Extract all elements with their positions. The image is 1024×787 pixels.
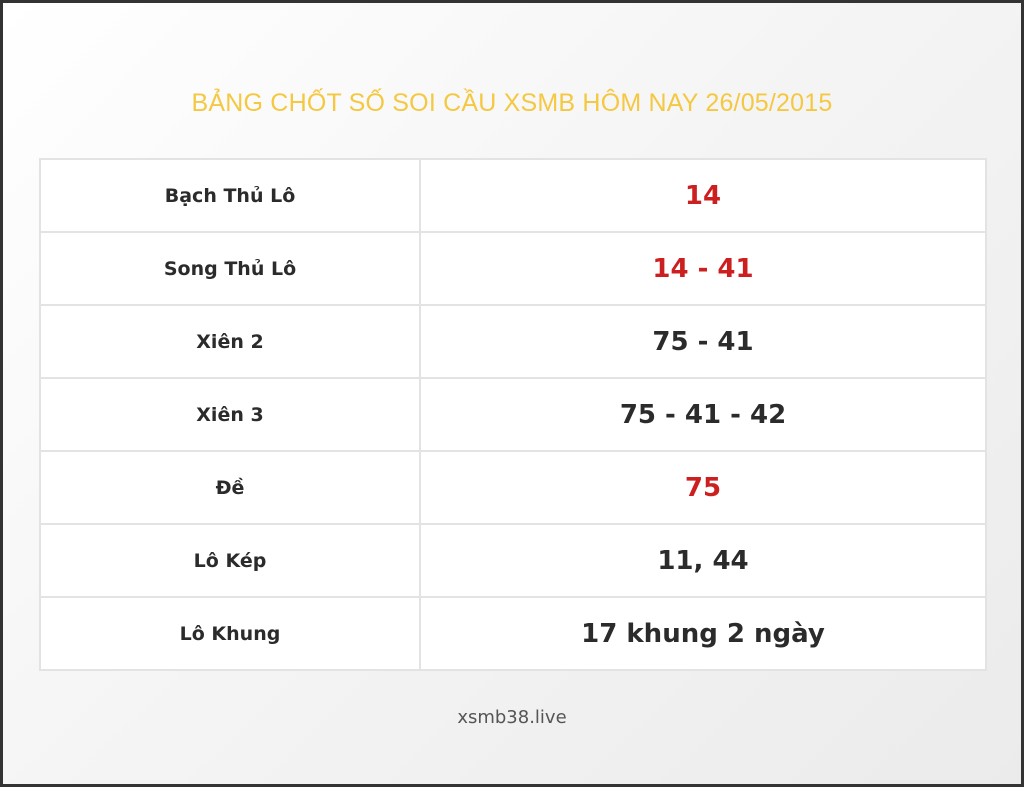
row-label: Bạch Thủ Lô [39,158,421,233]
table-row: Xiên 2 75 - 41 [39,304,987,379]
row-label: Xiên 2 [39,304,421,379]
row-value: 75 - 41 [419,304,987,379]
table-row: Xiên 3 75 - 41 - 42 [39,377,987,452]
row-label: Lô Kép [39,523,421,598]
row-label: Đề [39,450,421,525]
row-value: 75 [419,450,987,525]
table-row: Lô Kép 11, 44 [39,523,987,598]
table-row: Song Thủ Lô 14 - 41 [39,231,987,306]
page-title: BẢNG CHỐT SỐ SOI CẦU XSMB HÔM NAY 26/05/… [191,89,833,117]
row-value: 75 - 41 - 42 [419,377,987,452]
table-row: Bạch Thủ Lô 14 [39,158,987,233]
table-row: Đề 75 [39,450,987,525]
site-footer: xsmb38.live [457,707,567,728]
row-value: 14 [419,158,987,233]
row-label: Xiên 3 [39,377,421,452]
row-label: Lô Khung [39,596,421,671]
table-row: Lô Khung 17 khung 2 ngày [39,596,987,671]
row-label: Song Thủ Lô [39,231,421,306]
row-value: 17 khung 2 ngày [419,596,987,671]
row-value: 11, 44 [419,523,987,598]
row-value: 14 - 41 [419,231,987,306]
